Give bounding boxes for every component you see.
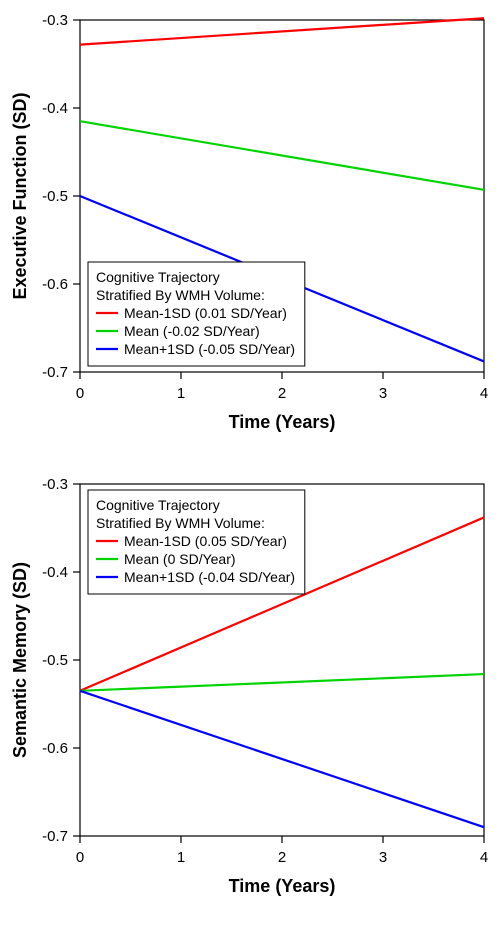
- y-tick-label: -0.6: [42, 740, 68, 757]
- figure: 0 1 2 3 4 -0.7 -0.6 -0.5 -0.4 -0.3 Time (Years) Exe…: [0, 0, 504, 930]
- legend-title-line: Cognitive Trajectory: [96, 497, 220, 513]
- legend-item-label: Mean-1SD (0.01 SD/Year): [124, 305, 287, 321]
- y-tick-label: -0.5: [42, 188, 68, 205]
- y-tick-label: -0.7: [42, 828, 68, 845]
- y-tick-label: -0.4: [42, 100, 68, 117]
- legend-title-line: Cognitive Trajectory: [96, 269, 220, 285]
- y-tick-label: -0.3: [42, 476, 68, 493]
- legend-item-label: Mean+1SD (-0.05 SD/Year): [124, 341, 295, 357]
- panel-top: 0 1 2 3 4 -0.7 -0.6 -0.5 -0.4 -0.3 Time (Years) Exe…: [6, 6, 498, 446]
- legend-title-line: Stratified By WMH Volume:: [96, 515, 265, 531]
- y-axis-title: Semantic Memory (SD): [10, 562, 30, 758]
- series-mean: [80, 121, 484, 190]
- x-tick-label: 4: [480, 385, 488, 402]
- y-axis-title: Executive Function (SD): [10, 92, 30, 299]
- x-axis-title: Time (Years): [229, 412, 336, 432]
- y-tick-label: -0.6: [42, 276, 68, 293]
- y-tick-label: -0.3: [42, 12, 68, 29]
- series-mean-plus-1sd: [80, 691, 484, 827]
- legend-item-label: Mean (-0.02 SD/Year): [124, 323, 260, 339]
- x-tick-label: 2: [278, 385, 286, 402]
- x-tick-label: 3: [379, 849, 387, 866]
- x-axis-title: Time (Years): [229, 876, 336, 896]
- x-tick-label: 2: [278, 849, 286, 866]
- legend-title-line: Stratified By WMH Volume:: [96, 287, 265, 303]
- legend-item-label: Mean+1SD (-0.04 SD/Year): [124, 569, 295, 585]
- legend-item-label: Mean-1SD (0.05 SD/Year): [124, 533, 287, 549]
- series-mean: [80, 674, 484, 691]
- x-tick-label: 1: [177, 385, 185, 402]
- chart-bottom: 0 1 2 3 4 -0.7 -0.6 -0.5 -0.4 -0.3 Time (Years) Sem…: [6, 470, 498, 910]
- chart-top: 0 1 2 3 4 -0.7 -0.6 -0.5 -0.4 -0.3 Time (Years) Exe…: [6, 6, 498, 446]
- panel-bottom: 0 1 2 3 4 -0.7 -0.6 -0.5 -0.4 -0.3 Time (Years) Sem…: [6, 470, 498, 910]
- x-tick-label: 0: [76, 385, 84, 402]
- legend-item-label: Mean (0 SD/Year): [124, 551, 236, 567]
- y-tick-label: -0.5: [42, 652, 68, 669]
- series-mean-minus-1sd: [80, 18, 484, 44]
- x-tick-label: 4: [480, 849, 488, 866]
- x-tick-label: 3: [379, 385, 387, 402]
- y-tick-label: -0.4: [42, 564, 68, 581]
- x-tick-label: 0: [76, 849, 84, 866]
- x-tick-label: 1: [177, 849, 185, 866]
- y-tick-label: -0.7: [42, 364, 68, 381]
